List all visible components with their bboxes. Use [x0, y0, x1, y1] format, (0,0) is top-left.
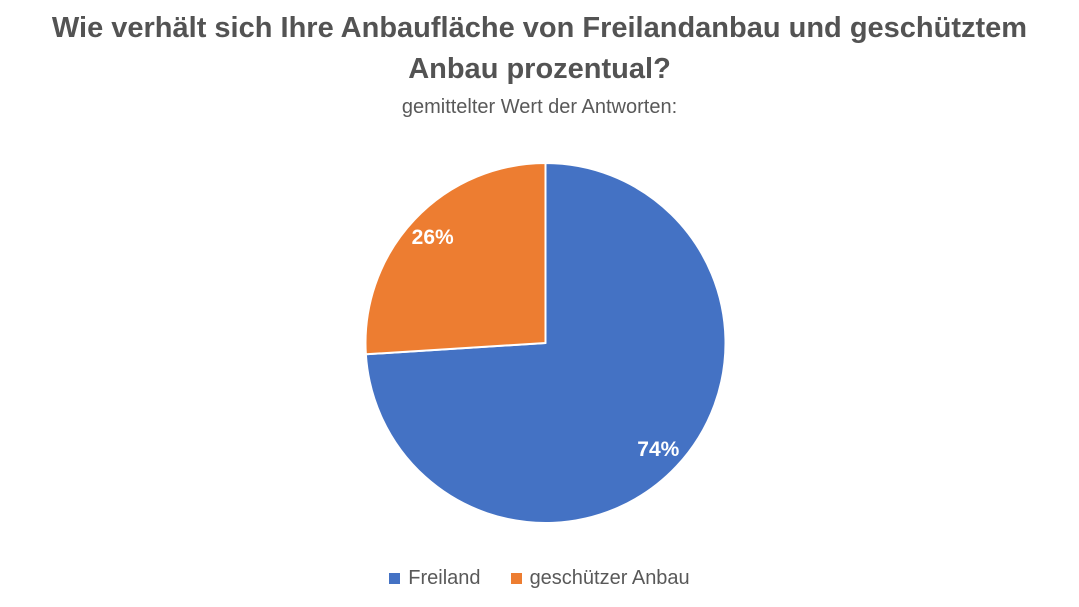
legend-item-1: geschützer Anbau [510, 567, 690, 590]
legend-label: Freiland [408, 567, 481, 589]
legend-item-0: Freiland [389, 567, 481, 590]
slice-data-label-1: 26% [412, 226, 454, 249]
chart-subtitle: gemittelter Wert der Antworten: [401, 96, 678, 118]
legend-swatch-icon [510, 573, 522, 584]
slice-data-label-0: 74% [637, 438, 679, 461]
pie-slice-1 [364, 162, 547, 356]
chart-title: Wie verhält sich Ihre Anbaufläche von Fr… [51, 12, 1028, 85]
chart-header: Wie verhält sich Ihre Anbaufläche von Fr… [40, 8, 1040, 119]
legend-label: geschützer Anbau [529, 567, 690, 589]
chart-legend: Freiland geschützer Anbau [0, 567, 1079, 590]
legend-swatch-icon [389, 573, 401, 584]
